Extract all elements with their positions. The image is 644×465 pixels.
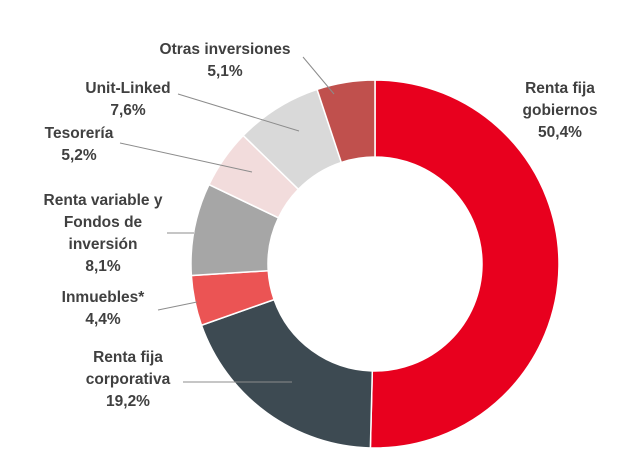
slice-renta-fija-gobiernos	[369, 79, 560, 449]
slice-labels: Renta fija gobiernos 50,4% Renta fija corpor…	[44, 41, 598, 410]
label-tesorería: Tesorería 5,2%	[45, 125, 114, 164]
slice-name-label: inversión	[69, 236, 138, 253]
label-renta-fija-corporativa: Renta fija corporativa 19,2%	[86, 349, 171, 410]
label-renta-variable-y-fondos-de-inversión: Renta variable y Fondos de inversión 8,1%	[44, 192, 163, 275]
slice-value-label: 8,1%	[85, 258, 121, 275]
slice-name-label: Fondos de	[64, 214, 143, 231]
leader-line-otras-inversiones	[302, 56, 335, 95]
donut-slices	[190, 79, 560, 449]
slice-name-label: Unit-Linked	[85, 80, 170, 97]
slice-name-label: Renta variable y	[44, 192, 163, 209]
slice-value-label: 4,4%	[85, 311, 121, 328]
slice-value-label: 7,6%	[110, 102, 146, 119]
slice-otras-inversiones	[316, 79, 376, 164]
leader-line-tesorería	[119, 142, 253, 173]
slice-renta-fija-corporativa	[200, 298, 374, 449]
leader-line-inmuebles	[157, 301, 198, 311]
slice-name-label: Tesorería	[45, 125, 114, 142]
slice-name-label: gobiernos	[523, 102, 598, 119]
label-otras-inversiones: Otras inversiones 5,1%	[160, 41, 291, 80]
slice-name-label: Otras inversiones	[160, 41, 291, 58]
slice-value-label: 5,2%	[61, 147, 97, 164]
leader-line-unit-linked	[177, 93, 300, 132]
label-unit-linked: Unit-Linked 7,6%	[85, 80, 170, 119]
slice-value-label: 5,1%	[207, 63, 243, 80]
label-inmuebles: Inmuebles* 4,4%	[62, 289, 146, 328]
slice-name-label: corporativa	[86, 371, 171, 388]
leader-lines	[119, 56, 335, 383]
slice-name-label: Inmuebles*	[62, 289, 146, 306]
label-renta-fija-gobiernos: Renta fija gobiernos 50,4%	[523, 80, 598, 141]
slice-name-label: Renta fija	[93, 349, 163, 366]
slice-value-label: 50,4%	[538, 124, 582, 141]
slice-value-label: 19,2%	[106, 393, 150, 410]
slice-name-label: Renta fija	[525, 80, 595, 97]
